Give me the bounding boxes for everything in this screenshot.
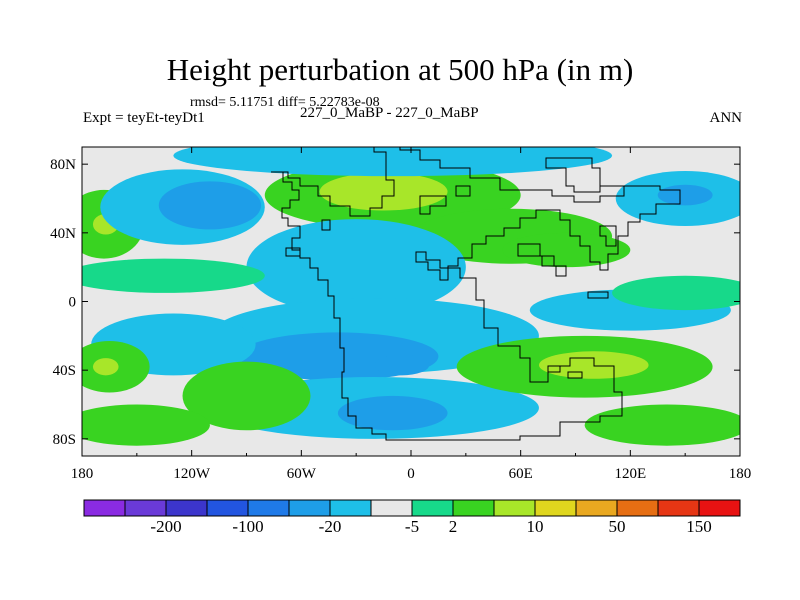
coastline-layer bbox=[271, 147, 681, 441]
x-tick-label-3: 0 bbox=[407, 466, 415, 482]
colorbar-box-1 bbox=[124, 499, 167, 517]
coastline-island-2 bbox=[567, 371, 583, 379]
colorbar-label-5: 10 bbox=[527, 517, 544, 536]
field-layer bbox=[82, 147, 740, 446]
x-tick-label-1: 120W bbox=[173, 466, 211, 482]
experiment-label: Expt = teyEt-teyDt1 bbox=[83, 110, 205, 126]
field-anomaly-16 bbox=[337, 395, 448, 431]
colorbar-box-12 bbox=[575, 499, 618, 517]
field-anomaly-10 bbox=[173, 147, 612, 177]
field-anomaly-3 bbox=[502, 232, 631, 268]
x-axis: 180 120W 60W 0 60E 120E 180 bbox=[71, 147, 752, 482]
colorbar-label-6: 50 bbox=[609, 517, 626, 536]
y-tick-label-0: 80N bbox=[50, 157, 76, 173]
colorbar-label-4: 2 bbox=[449, 517, 458, 536]
colorbar-label-0: -200 bbox=[150, 517, 181, 536]
colorbar-box-0 bbox=[83, 499, 126, 517]
y-tick-label-3: 40S bbox=[53, 363, 76, 379]
field-anomaly-1 bbox=[319, 172, 448, 211]
colorbar-box-15 bbox=[698, 499, 741, 517]
x-tick-label-5: 120E bbox=[614, 466, 646, 482]
colorbar-box-14 bbox=[657, 499, 700, 517]
colorbar-box-7 bbox=[370, 499, 413, 517]
colorbar-labels: -200 -100 -20 -5 2 10 50 150 bbox=[150, 517, 711, 536]
field-anomaly-26 bbox=[82, 258, 265, 293]
colorbar-label-3: -5 bbox=[405, 517, 419, 536]
colorbar-box-9 bbox=[452, 499, 495, 517]
stats-label: rmsd= 5.11751 diff= 5.22783e-08 bbox=[190, 95, 380, 110]
season-label: ANN bbox=[709, 110, 743, 126]
field-anomaly-23 bbox=[182, 361, 311, 431]
y-axis: 80N 40N 0 40S 80S bbox=[50, 157, 740, 448]
colorbar-box-5 bbox=[288, 499, 331, 517]
x-tick-label-0: 180 bbox=[71, 466, 94, 482]
colorbar-box-10 bbox=[493, 499, 536, 517]
x-tick-label-6: 180 bbox=[729, 466, 752, 482]
coastline-inner bbox=[285, 185, 617, 373]
field-anomaly-25 bbox=[584, 404, 740, 446]
colorbar-boxes bbox=[83, 499, 741, 517]
colorbar-box-2 bbox=[165, 499, 208, 517]
colorbar-label-2: -20 bbox=[319, 517, 342, 536]
y-tick-label-1: 40N bbox=[50, 226, 76, 242]
field-anomaly-11 bbox=[246, 219, 466, 316]
x-tick-label-4: 60E bbox=[509, 466, 533, 482]
colorbar-box-4 bbox=[247, 499, 290, 517]
colorbar-box-3 bbox=[206, 499, 249, 517]
field-anomaly-7 bbox=[158, 181, 262, 230]
field-anomaly-14 bbox=[374, 354, 430, 376]
field-anomaly-27 bbox=[612, 275, 740, 311]
field-anomaly-24 bbox=[82, 404, 210, 446]
colorbar-label-7: 150 bbox=[686, 517, 712, 536]
coastline-americas bbox=[271, 147, 681, 441]
colorbar-box-11 bbox=[534, 499, 577, 517]
coastline-island bbox=[587, 291, 609, 299]
colorbar-label-1: -100 bbox=[232, 517, 263, 536]
x-tick-label-2: 60W bbox=[287, 466, 317, 482]
y-tick-label-4: 80S bbox=[53, 432, 76, 448]
colorbar-box-13 bbox=[616, 499, 659, 517]
case-subtitle: 227_0_MaBP - 227_0_MaBP bbox=[300, 105, 479, 121]
chart-title: Height perturbation at 500 hPa (in m) bbox=[166, 52, 634, 87]
colorbar-box-8 bbox=[411, 499, 454, 517]
colorbar-box-6 bbox=[329, 499, 372, 517]
field-anomaly-22 bbox=[92, 358, 119, 376]
y-tick-label-2: 0 bbox=[69, 295, 77, 311]
